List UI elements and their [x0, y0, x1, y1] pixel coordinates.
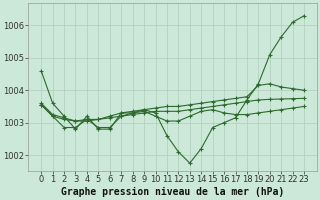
- X-axis label: Graphe pression niveau de la mer (hPa): Graphe pression niveau de la mer (hPa): [61, 187, 284, 197]
